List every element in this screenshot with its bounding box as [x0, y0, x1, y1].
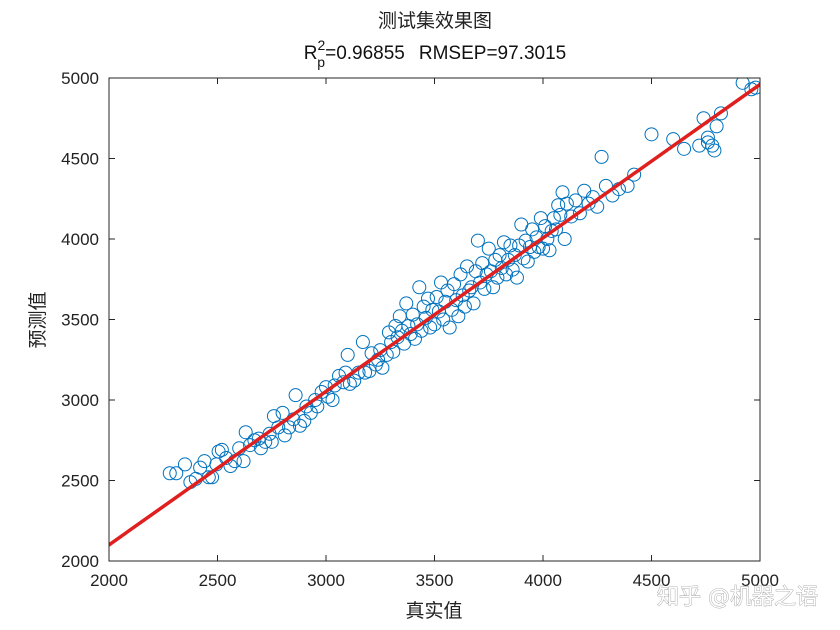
data-point	[509, 270, 524, 285]
data-point	[434, 275, 449, 290]
y-tick-label: 2000	[61, 552, 99, 571]
data-point	[264, 434, 279, 449]
r-superscript: 2	[318, 37, 326, 53]
data-point	[542, 243, 557, 258]
data-point	[549, 222, 564, 237]
data-point	[533, 211, 548, 226]
data-point	[162, 466, 177, 481]
data-point	[403, 326, 418, 341]
data-point	[399, 296, 414, 311]
data-point	[340, 347, 355, 362]
data-point	[375, 360, 390, 375]
data-point	[214, 442, 229, 457]
scatter-points	[162, 78, 760, 490]
data-point	[568, 193, 583, 208]
axis-ticks: 2000 2500 3000 3500 4000 4500 5000 2000 2500 3000…	[61, 69, 779, 590]
rmsep-value: RMSEP=97.3015	[419, 43, 566, 64]
data-point	[481, 241, 496, 256]
y-tick-label: 4500	[61, 150, 99, 169]
data-point	[677, 141, 692, 156]
data-point	[486, 280, 501, 295]
data-point	[325, 393, 340, 407]
data-point	[466, 296, 481, 311]
data-point	[453, 267, 468, 282]
data-point	[551, 198, 566, 213]
data-point	[282, 420, 297, 435]
data-point	[470, 233, 485, 248]
data-point	[505, 262, 520, 277]
data-point	[477, 281, 492, 296]
y-tick-label: 3500	[61, 311, 99, 330]
data-point	[594, 149, 609, 164]
x-tick-label: 4000	[524, 571, 562, 590]
data-point	[644, 127, 659, 142]
y-axis-label: 预测值	[27, 291, 49, 348]
data-point	[405, 307, 420, 322]
data-point	[442, 320, 457, 335]
data-point	[355, 335, 370, 350]
data-point	[536, 241, 550, 256]
data-point	[169, 466, 184, 481]
data-point	[429, 289, 444, 304]
chart-subtitle: R2 p=0.96855 RMSEP=97.3015	[304, 37, 566, 70]
data-point	[423, 320, 438, 335]
data-point	[292, 418, 307, 433]
data-point	[557, 232, 572, 246]
data-point	[310, 399, 325, 414]
data-point	[327, 378, 342, 393]
data-point	[177, 457, 192, 472]
data-point	[707, 143, 722, 158]
data-point	[577, 183, 592, 198]
fit-line	[109, 82, 760, 547]
data-point	[238, 425, 253, 440]
data-point	[275, 405, 290, 420]
r-symbol: R	[304, 43, 318, 64]
x-tick-label: 2500	[199, 571, 237, 590]
plot-frame	[108, 77, 761, 562]
y-tick-label: 4000	[61, 230, 99, 249]
data-point	[496, 235, 511, 250]
data-point	[462, 283, 477, 298]
data-point	[713, 106, 728, 121]
data-point	[347, 373, 362, 388]
data-point	[572, 206, 587, 221]
data-point	[277, 428, 292, 443]
data-point	[559, 196, 574, 211]
x-tick-label: 3500	[416, 571, 454, 590]
data-point	[627, 167, 642, 182]
data-point	[700, 130, 715, 145]
data-point	[748, 80, 760, 95]
r-subscript: p	[317, 54, 325, 70]
data-point	[460, 259, 475, 274]
data-point	[236, 454, 251, 469]
data-point	[564, 209, 579, 224]
data-point	[520, 254, 535, 269]
watermark: 知乎 @机器之语	[657, 585, 818, 610]
data-point	[416, 299, 431, 314]
x-tick-label: 5000	[741, 571, 779, 590]
y-tick-label: 5000	[61, 69, 99, 88]
data-point	[412, 280, 427, 295]
data-point	[546, 211, 561, 226]
x-tick-label: 4500	[633, 571, 671, 590]
data-point	[447, 277, 462, 292]
x-axis-label: 真实值	[405, 600, 462, 622]
data-point	[503, 238, 518, 253]
data-point	[288, 388, 303, 403]
x-tick-label: 3000	[307, 571, 345, 590]
data-point	[342, 376, 357, 391]
y-tick-label: 2500	[61, 472, 99, 491]
x-tick-label: 2000	[90, 571, 128, 590]
data-point	[525, 222, 540, 237]
data-point	[692, 138, 707, 153]
data-point	[451, 309, 466, 324]
data-point	[553, 207, 568, 222]
y-tick-label: 3000	[61, 391, 99, 410]
data-point	[709, 119, 724, 134]
data-point	[427, 317, 442, 332]
chart-title: 测试集效果图	[378, 10, 492, 32]
data-point	[457, 299, 472, 314]
r-value: =0.96855	[325, 43, 405, 64]
